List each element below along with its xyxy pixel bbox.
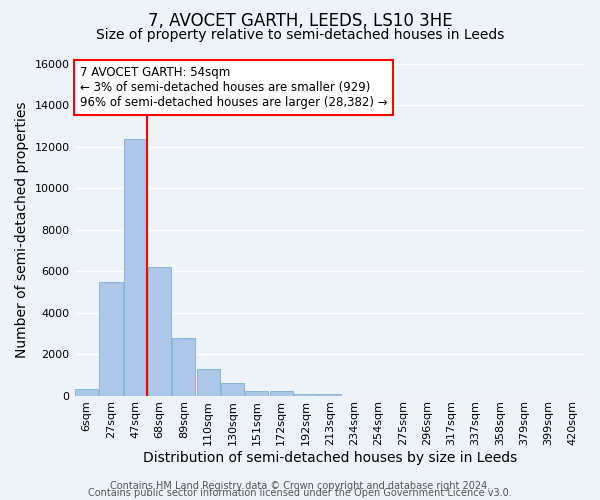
Bar (245, 392, 268, 396)
Y-axis label: Number of semi-detached properties: Number of semi-detached properties (15, 102, 29, 358)
Bar (148, 267, 171, 396)
Bar (197, 368, 220, 396)
X-axis label: Distribution of semi-detached houses by size in Leeds: Distribution of semi-detached houses by … (143, 451, 517, 465)
Bar (221, 383, 244, 396)
Bar (269, 392, 293, 396)
Text: Contains HM Land Registry data © Crown copyright and database right 2024.: Contains HM Land Registry data © Crown c… (110, 481, 490, 491)
Text: Contains public sector information licensed under the Open Government Licence v3: Contains public sector information licen… (88, 488, 512, 498)
Text: 7 AVOCET GARTH: 54sqm
← 3% of semi-detached houses are smaller (929)
96% of semi: 7 AVOCET GARTH: 54sqm ← 3% of semi-detac… (80, 66, 387, 108)
Text: 7, AVOCET GARTH, LEEDS, LS10 3HE: 7, AVOCET GARTH, LEEDS, LS10 3HE (148, 12, 452, 30)
Bar (294, 394, 317, 396)
Text: Size of property relative to semi-detached houses in Leeds: Size of property relative to semi-detach… (96, 28, 504, 42)
Bar (100, 282, 122, 396)
Bar (172, 338, 196, 396)
Bar (75, 390, 98, 396)
Bar (318, 394, 341, 396)
Bar (124, 138, 147, 396)
